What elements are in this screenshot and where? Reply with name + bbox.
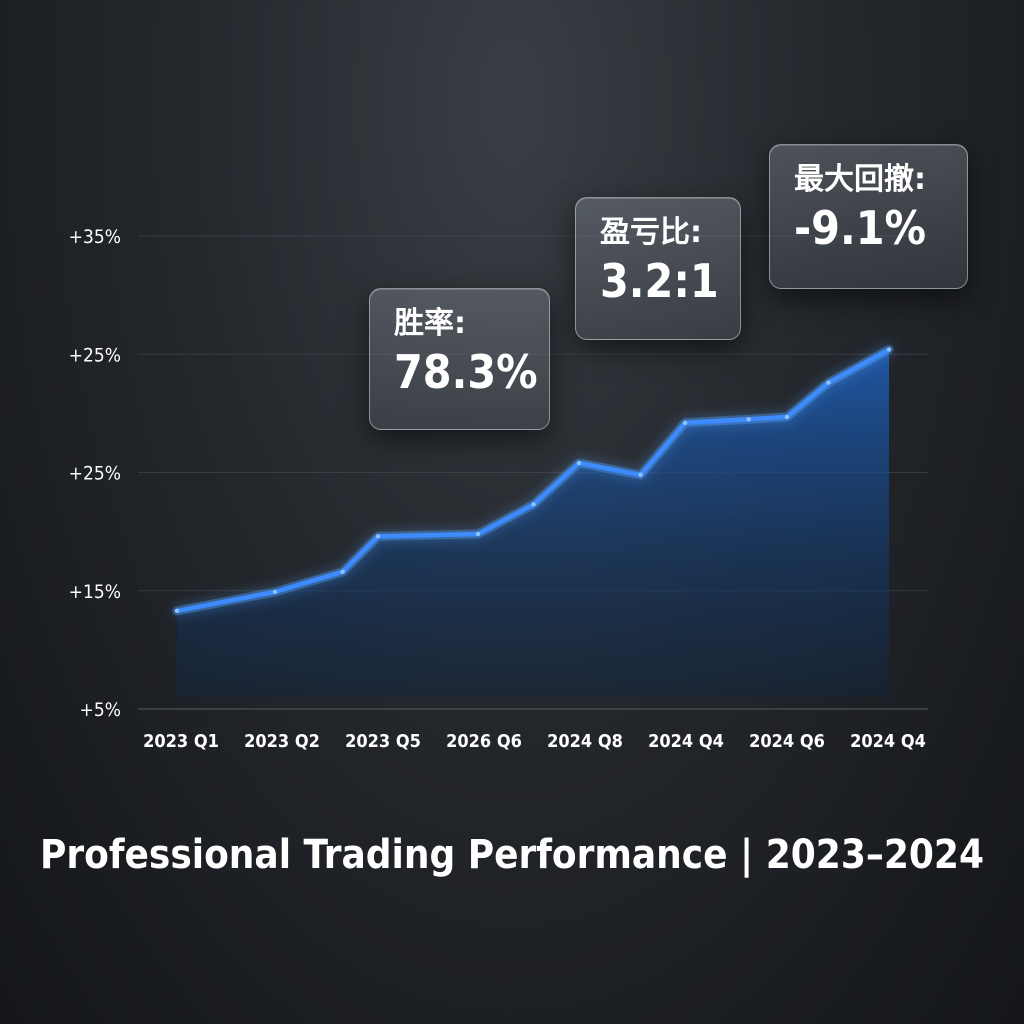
chart-title: Professional Trading Performance | 2023–…	[39, 832, 985, 878]
win-rate-card: 胜率: 78.3%	[369, 288, 550, 430]
series-line-layer	[172, 345, 894, 616]
x-tick-label: 2023 Q1	[143, 731, 219, 752]
data-point	[826, 380, 831, 385]
y-axis-ticks: +5% +15% +25% +25% +35%	[69, 226, 121, 721]
data-point	[638, 472, 643, 478]
x-tick-label: 2024 Q8	[547, 731, 623, 752]
data-point	[531, 502, 536, 507]
data-point	[784, 414, 790, 420]
data-point	[340, 569, 345, 575]
data-point	[576, 460, 582, 466]
x-tick-label: 2026 Q6	[446, 731, 522, 752]
win-rate-value: 78.3%	[394, 345, 538, 399]
data-point	[174, 608, 180, 614]
profit-loss-ratio-card: 盈亏比: 3.2:1	[575, 197, 741, 340]
data-point	[475, 531, 481, 537]
data-point	[682, 420, 688, 426]
profit-loss-ratio-value: 3.2:1	[600, 254, 719, 308]
y-tick-label: +35%	[69, 226, 121, 248]
x-tick-label: 2024 Q4	[648, 731, 724, 752]
max-drawdown-label: 最大回撤:	[794, 162, 926, 197]
data-point	[272, 589, 278, 595]
x-tick-label: 2023 Q2	[244, 731, 320, 752]
win-rate-label: 胜率:	[394, 306, 466, 341]
data-point	[375, 534, 381, 539]
y-tick-label: +15%	[69, 581, 121, 603]
max-drawdown-value: -9.1%	[794, 201, 926, 255]
x-tick-label: 2023 Q5	[345, 731, 421, 752]
y-tick-label: +25%	[69, 344, 121, 366]
x-tick-label: 2024 Q6	[749, 731, 825, 752]
max-drawdown-card: 最大回撤: -9.1%	[769, 144, 968, 289]
series-area	[177, 349, 889, 697]
y-tick-label: +5%	[80, 699, 121, 721]
x-axis-ticks: 2023 Q1 2023 Q2 2023 Q5 2026 Q6 2024 Q8 2024 …	[143, 731, 926, 752]
data-point	[746, 417, 751, 422]
x-tick-label: 2024 Q4	[850, 731, 926, 752]
area-fill-layer	[177, 349, 889, 697]
data-point	[886, 347, 892, 352]
profit-loss-ratio-label: 盈亏比:	[600, 215, 702, 250]
y-tick-label: +25%	[69, 463, 121, 485]
